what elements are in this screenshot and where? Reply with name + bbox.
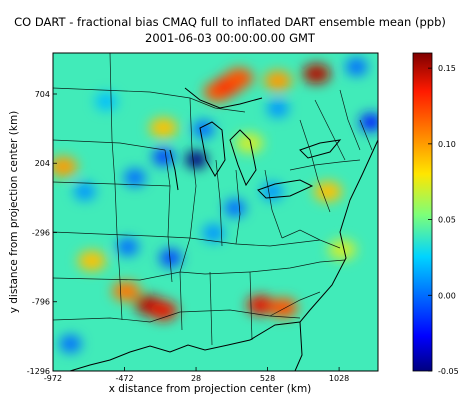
heatmap-hotspot — [263, 70, 292, 91]
x-tick-label: -972 — [44, 374, 62, 383]
y-axis-ticks: -1296 -796 -296 204 704 — [27, 90, 57, 376]
heatmap-coldspot — [359, 113, 378, 132]
heatmap-coldspot — [202, 224, 225, 243]
x-tick-label: 28 — [191, 374, 201, 383]
heatmap-coldspot — [152, 147, 175, 166]
heatmap-coldspot — [59, 334, 82, 353]
heatmap-hotspot — [269, 297, 298, 318]
y-tick-label: -796 — [32, 298, 50, 307]
heatmap-coldspot — [95, 92, 118, 111]
heatmap-blobs — [53, 57, 378, 353]
colorbar-tick-label: 0.05 — [438, 216, 456, 225]
heatmap-hotspot — [149, 117, 178, 138]
colorbar-tick-label: 0.00 — [438, 291, 456, 300]
colorbar-tick-label: 0.10 — [438, 140, 456, 149]
colorbar-tick-label: 0.15 — [438, 64, 456, 73]
heatmap-hotspot — [149, 300, 178, 321]
heatmap-coldspot — [266, 99, 289, 118]
heatmap-hotspot — [53, 156, 78, 177]
y-tick-label: -296 — [32, 228, 50, 237]
heatmap-hotspot — [246, 295, 275, 316]
chart-title: CO DART - fractional bias CMAQ full to i… — [14, 15, 446, 29]
heatmap-coldspot — [185, 150, 208, 169]
heatmap-coldspot — [123, 168, 146, 187]
x-tick-label: 528 — [260, 374, 275, 383]
chart-subtitle: 2001-06-03 00:00:00.00 GMT — [145, 31, 316, 45]
heatmap-coldspot — [73, 182, 96, 201]
y-tick-label: 204 — [35, 159, 50, 168]
plot-frame — [52, 52, 379, 372]
y-tick-label: 704 — [35, 90, 50, 99]
x-axis-ticks: -972 -472 28 528 1028 — [44, 367, 349, 383]
heatmap-coldspot — [345, 57, 368, 76]
heatmap-hotspot — [328, 239, 357, 260]
heatmap-coldspot — [223, 199, 246, 218]
heatmap-hotspot — [235, 133, 264, 154]
colorbar-tick-label: -0.05 — [438, 367, 459, 376]
heatmap-coldspot — [116, 237, 139, 256]
x-tick-label: -472 — [115, 374, 133, 383]
x-tick-label: 1028 — [329, 374, 349, 383]
colorbar-gradient — [412, 52, 433, 372]
heatmap-hotspot — [112, 281, 141, 302]
title-block: CO DART - fractional bias CMAQ full to i… — [14, 15, 446, 45]
heatmap-hotspot — [225, 67, 254, 88]
coastline — [69, 87, 378, 371]
heatmap-coldspot — [159, 248, 182, 267]
heatmap-hotspot — [77, 250, 106, 271]
heatmap-hotspot — [313, 181, 342, 202]
state-boundaries — [53, 53, 373, 346]
y-tick-label: -1296 — [27, 367, 50, 376]
x-axis-label: x distance from projection center (km) — [109, 383, 312, 395]
colorbar: -0.05 0.00 0.05 0.10 0.15 — [412, 52, 459, 376]
colorbar-ticks: -0.05 0.00 0.05 0.10 0.15 — [428, 64, 459, 376]
y-axis-label: y distance from projection center (km) — [8, 111, 20, 314]
heatmap-field — [53, 53, 378, 371]
heatmap-coldspot — [192, 120, 215, 139]
heatmap-hotspot — [302, 63, 331, 84]
